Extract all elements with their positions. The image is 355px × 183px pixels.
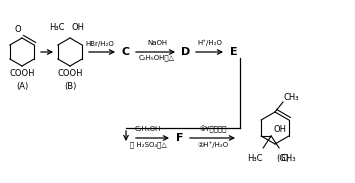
Text: O: O <box>15 25 21 35</box>
Text: H₃C: H₃C <box>247 154 262 163</box>
Text: COOH: COOH <box>9 70 35 79</box>
Text: (B): (B) <box>64 81 76 91</box>
Text: F: F <box>176 133 184 143</box>
Text: (A): (A) <box>16 81 28 91</box>
Text: OH: OH <box>273 125 286 134</box>
Text: CH₃: CH₃ <box>280 154 296 163</box>
Text: CH₃: CH₃ <box>284 94 300 102</box>
Text: E: E <box>230 47 238 57</box>
Text: C₂H₅OH: C₂H₅OH <box>135 126 161 132</box>
Text: D: D <box>181 47 191 57</box>
Text: COOH: COOH <box>57 70 83 79</box>
Text: NaOH: NaOH <box>147 40 167 46</box>
Text: H₃C: H₃C <box>49 23 65 33</box>
Text: OH: OH <box>72 23 85 33</box>
Text: HBr/H₂O: HBr/H₂O <box>86 41 114 47</box>
Text: H⁺/H₂O: H⁺/H₂O <box>198 40 223 46</box>
Text: C: C <box>122 47 130 57</box>
Text: 浓 H₂SO₄，△: 浓 H₂SO₄，△ <box>130 142 166 148</box>
Text: ②H⁺/H₂O: ②H⁺/H₂O <box>197 142 229 148</box>
Text: (G): (G) <box>277 154 289 163</box>
Text: ①Y（足量）: ①Y（足量） <box>199 125 227 133</box>
Text: C₂H₅OH，△: C₂H₅OH，△ <box>139 55 175 61</box>
